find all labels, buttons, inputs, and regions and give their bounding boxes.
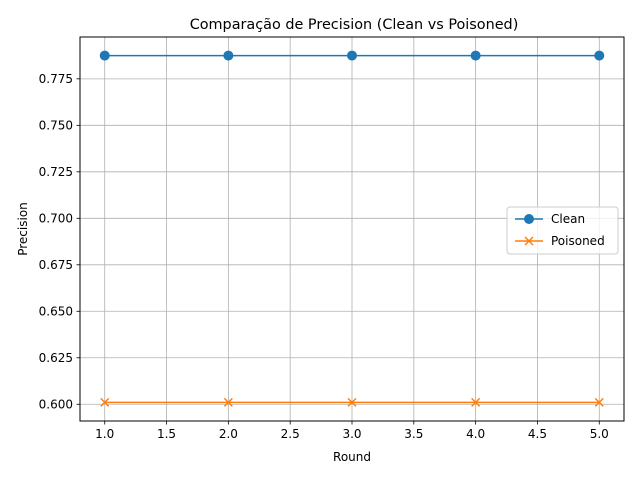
data-point — [223, 397, 233, 407]
x-tick-label: 3.5 — [404, 427, 423, 441]
legend-marker — [524, 214, 534, 224]
y-tick-label: 0.600 — [39, 397, 73, 411]
series-clean — [99, 50, 605, 61]
y-tick-label: 0.625 — [39, 351, 73, 365]
x-tick-label: 3.0 — [342, 427, 361, 441]
y-tick-label: 0.650 — [39, 304, 73, 318]
y-axis-label: Precision — [16, 202, 30, 256]
x-tick-label: 1.5 — [157, 427, 176, 441]
x-tick-label: 2.5 — [281, 427, 300, 441]
x-tick-label: 4.0 — [466, 427, 485, 441]
marker-stroke — [223, 397, 233, 407]
legend-label: Clean — [551, 212, 585, 226]
data-point — [100, 397, 110, 407]
legend-marker — [524, 236, 534, 246]
y-tick-label: 0.775 — [39, 72, 73, 86]
legend: Clean Poisoned — [506, 206, 619, 255]
data-point — [347, 397, 357, 407]
data-point — [470, 50, 481, 61]
y-tick-label: 0.675 — [39, 258, 73, 272]
legend-label: Poisoned — [551, 234, 605, 248]
series-poisoned — [100, 397, 604, 407]
data-point — [347, 50, 357, 61]
series-layer — [99, 50, 605, 407]
chart-title: Comparação de Precision (Clean vs Poison… — [190, 17, 519, 33]
data-point — [594, 397, 604, 407]
data-point — [594, 50, 605, 61]
data-point — [99, 50, 110, 61]
axis-ticks: 1.0 1.5 2.0 2.5 3.0 3.5 4.0 4.5 5.0 0.600 0.625 0.6… — [39, 72, 609, 441]
data-point — [223, 50, 234, 61]
marker-stroke — [594, 397, 604, 407]
data-point — [471, 397, 481, 407]
marker-stroke — [347, 397, 357, 407]
y-tick-label: 0.725 — [39, 165, 73, 179]
x-tick-label: 2.0 — [219, 427, 238, 441]
x-tick-label: 4.5 — [528, 427, 547, 441]
x-tick-label: 5.0 — [590, 427, 609, 441]
y-tick-label: 0.700 — [39, 212, 73, 226]
y-tick-label: 0.750 — [39, 119, 73, 133]
x-axis-label: Round — [333, 450, 371, 464]
marker-stroke — [524, 236, 534, 246]
x-tick-label: 1.0 — [95, 427, 114, 441]
marker-stroke — [471, 397, 481, 407]
marker-stroke — [100, 397, 110, 407]
